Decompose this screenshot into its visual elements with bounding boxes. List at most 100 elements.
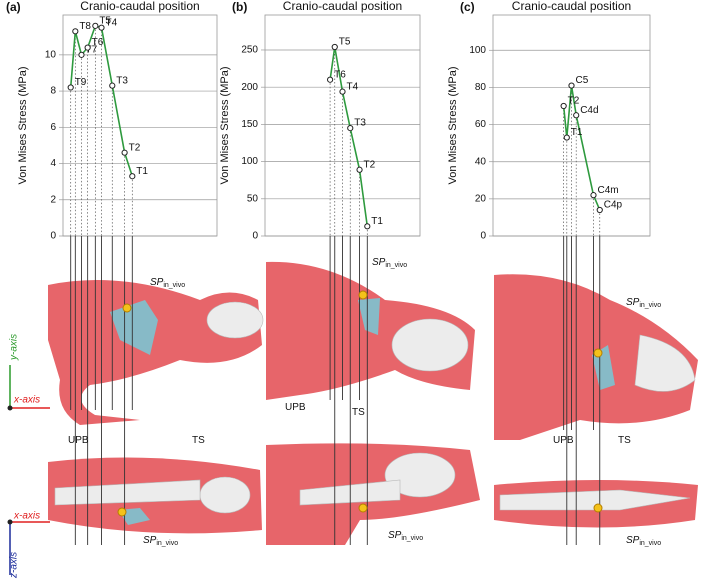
plot-frame [62, 14, 218, 237]
data-point [364, 223, 371, 230]
annotation-subscript: in_vivo [639, 302, 661, 309]
y-tick-label: 4 [50, 158, 56, 169]
panel-label: (c) [460, 0, 475, 14]
point-label: C4m [597, 185, 618, 196]
annotation: UPB [68, 435, 89, 446]
data-point [356, 166, 363, 173]
y-tick-label: 6 [50, 122, 56, 133]
chart-title: Cranio-caudal position [283, 0, 402, 13]
sp-marker [593, 503, 603, 513]
data-point [92, 22, 99, 29]
data-point [129, 173, 136, 180]
data-point [109, 82, 116, 89]
annotation: SPin_vivo [372, 257, 407, 269]
point-label: T9 [75, 77, 87, 88]
annotation-text: TS [618, 435, 631, 446]
annotation-text: UPB [553, 435, 574, 446]
point-label: T1 [371, 216, 383, 227]
data-point [590, 192, 597, 199]
point-label: T4 [347, 81, 359, 92]
y-tick-label: 0 [50, 231, 56, 242]
y-tick-label: 150 [241, 119, 258, 130]
point-label: T3 [354, 118, 366, 129]
plot-frame [264, 14, 421, 237]
annotation-text: SP [626, 535, 640, 546]
y-tick-label: 100 [241, 156, 258, 167]
point-label: T1 [136, 166, 148, 177]
y-tick-label: 250 [241, 45, 258, 56]
annotation: TS [192, 435, 205, 446]
annotation-subscript: in_vivo [156, 540, 178, 547]
annotation-subscript: in_vivo [385, 262, 407, 269]
point-label: T6 [334, 69, 346, 80]
y-tick-label: 20 [475, 193, 487, 204]
y-tick-label: 100 [469, 45, 486, 56]
data-point [72, 28, 79, 35]
panel-label: (b) [232, 0, 247, 14]
point-label: T3 [116, 75, 128, 86]
annotation-text: TS [192, 435, 205, 446]
annotation: SPin_vivo [143, 535, 178, 547]
data-point [121, 149, 128, 156]
axis-indicator: x-axis [13, 511, 40, 522]
y-tick-label: 60 [475, 119, 487, 130]
y-tick-label: 80 [475, 82, 487, 93]
sp-marker [117, 507, 127, 517]
chart-title: Cranio-caudal position [512, 0, 631, 13]
annotation-text: TS [352, 407, 365, 418]
data-point [568, 82, 575, 89]
y-axis-label: Von Mises Stress (MPa) [219, 67, 231, 185]
annotation: SPin_vivo [626, 297, 661, 309]
data-point [327, 76, 334, 83]
axis-indicator: y-axis [9, 334, 20, 361]
y-tick-label: 8 [50, 86, 56, 97]
y-tick-label: 0 [252, 231, 258, 242]
annotation: SPin_vivo [150, 277, 185, 289]
data-point [84, 44, 91, 51]
y-tick-label: 2 [50, 194, 56, 205]
point-label: C4p [604, 200, 623, 211]
data-point [596, 206, 603, 214]
data-point [67, 84, 74, 91]
annotation-text: UPB [68, 435, 89, 446]
point-label: C4d [580, 105, 598, 116]
data-point [78, 51, 85, 58]
point-label: T6 [92, 37, 104, 48]
chart-title: Cranio-caudal position [80, 0, 199, 13]
annotation-subscript: in_vivo [401, 535, 423, 542]
annotation-text: SP [388, 530, 402, 541]
annotation-text: SP [372, 257, 386, 268]
annotation-text: SP [150, 277, 164, 288]
y-tick-label: 200 [241, 82, 258, 93]
y-axis-label: Von Mises Stress (MPa) [17, 67, 29, 185]
point-label: T5 [339, 37, 351, 48]
annotation: TS [618, 435, 631, 446]
data-point [560, 102, 567, 110]
annotation: UPB [285, 402, 306, 413]
annotation: UPB [553, 435, 574, 446]
y-tick-label: 50 [247, 193, 259, 204]
data-point [339, 88, 346, 95]
sp-marker [358, 503, 368, 513]
y-axis-label: Von Mises Stress (MPa) [447, 67, 459, 185]
point-label: C5 [576, 75, 589, 86]
point-label: T7 [85, 44, 97, 55]
data-point [573, 112, 580, 119]
anatomy-layer [7, 261, 698, 575]
point-label: T1 [571, 127, 583, 138]
data-point [98, 24, 105, 31]
annotation-subscript: in_vivo [163, 282, 185, 289]
annotation: SPin_vivo [626, 535, 661, 547]
point-label: T2 [568, 96, 580, 107]
y-tick-label: 40 [475, 156, 487, 167]
point-label: T4 [106, 17, 118, 28]
annotation-text: SP [626, 297, 640, 308]
sp-marker [122, 303, 132, 313]
point-label: T5 [99, 16, 111, 27]
y-tick-label: 0 [480, 231, 486, 242]
axis-indicator: z-axis [9, 552, 20, 579]
data-point [563, 134, 570, 141]
point-label: T2 [364, 159, 376, 170]
annotation-text: UPB [285, 402, 306, 413]
